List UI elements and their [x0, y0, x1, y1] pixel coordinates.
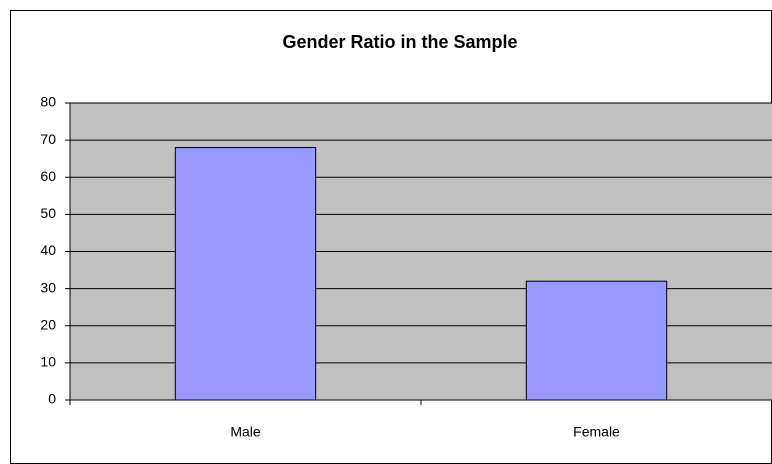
y-tick-label: 10 — [40, 354, 56, 370]
y-tick-label: 0 — [48, 391, 56, 407]
bar — [174, 147, 317, 401]
y-tick-label: 20 — [40, 316, 56, 332]
bar — [525, 280, 668, 401]
y-tick-label: 30 — [40, 279, 56, 295]
x-tick-label: Female — [573, 424, 620, 440]
y-tick-label: 80 — [40, 94, 56, 110]
y-tick-label: 50 — [40, 205, 56, 221]
x-tick-label: Male — [230, 424, 261, 440]
y-tick-label: 70 — [40, 131, 56, 147]
y-tick-label: 60 — [40, 168, 56, 184]
y-tick-label: 40 — [40, 242, 56, 258]
chart-title: Gender Ratio in the Sample — [282, 32, 517, 52]
